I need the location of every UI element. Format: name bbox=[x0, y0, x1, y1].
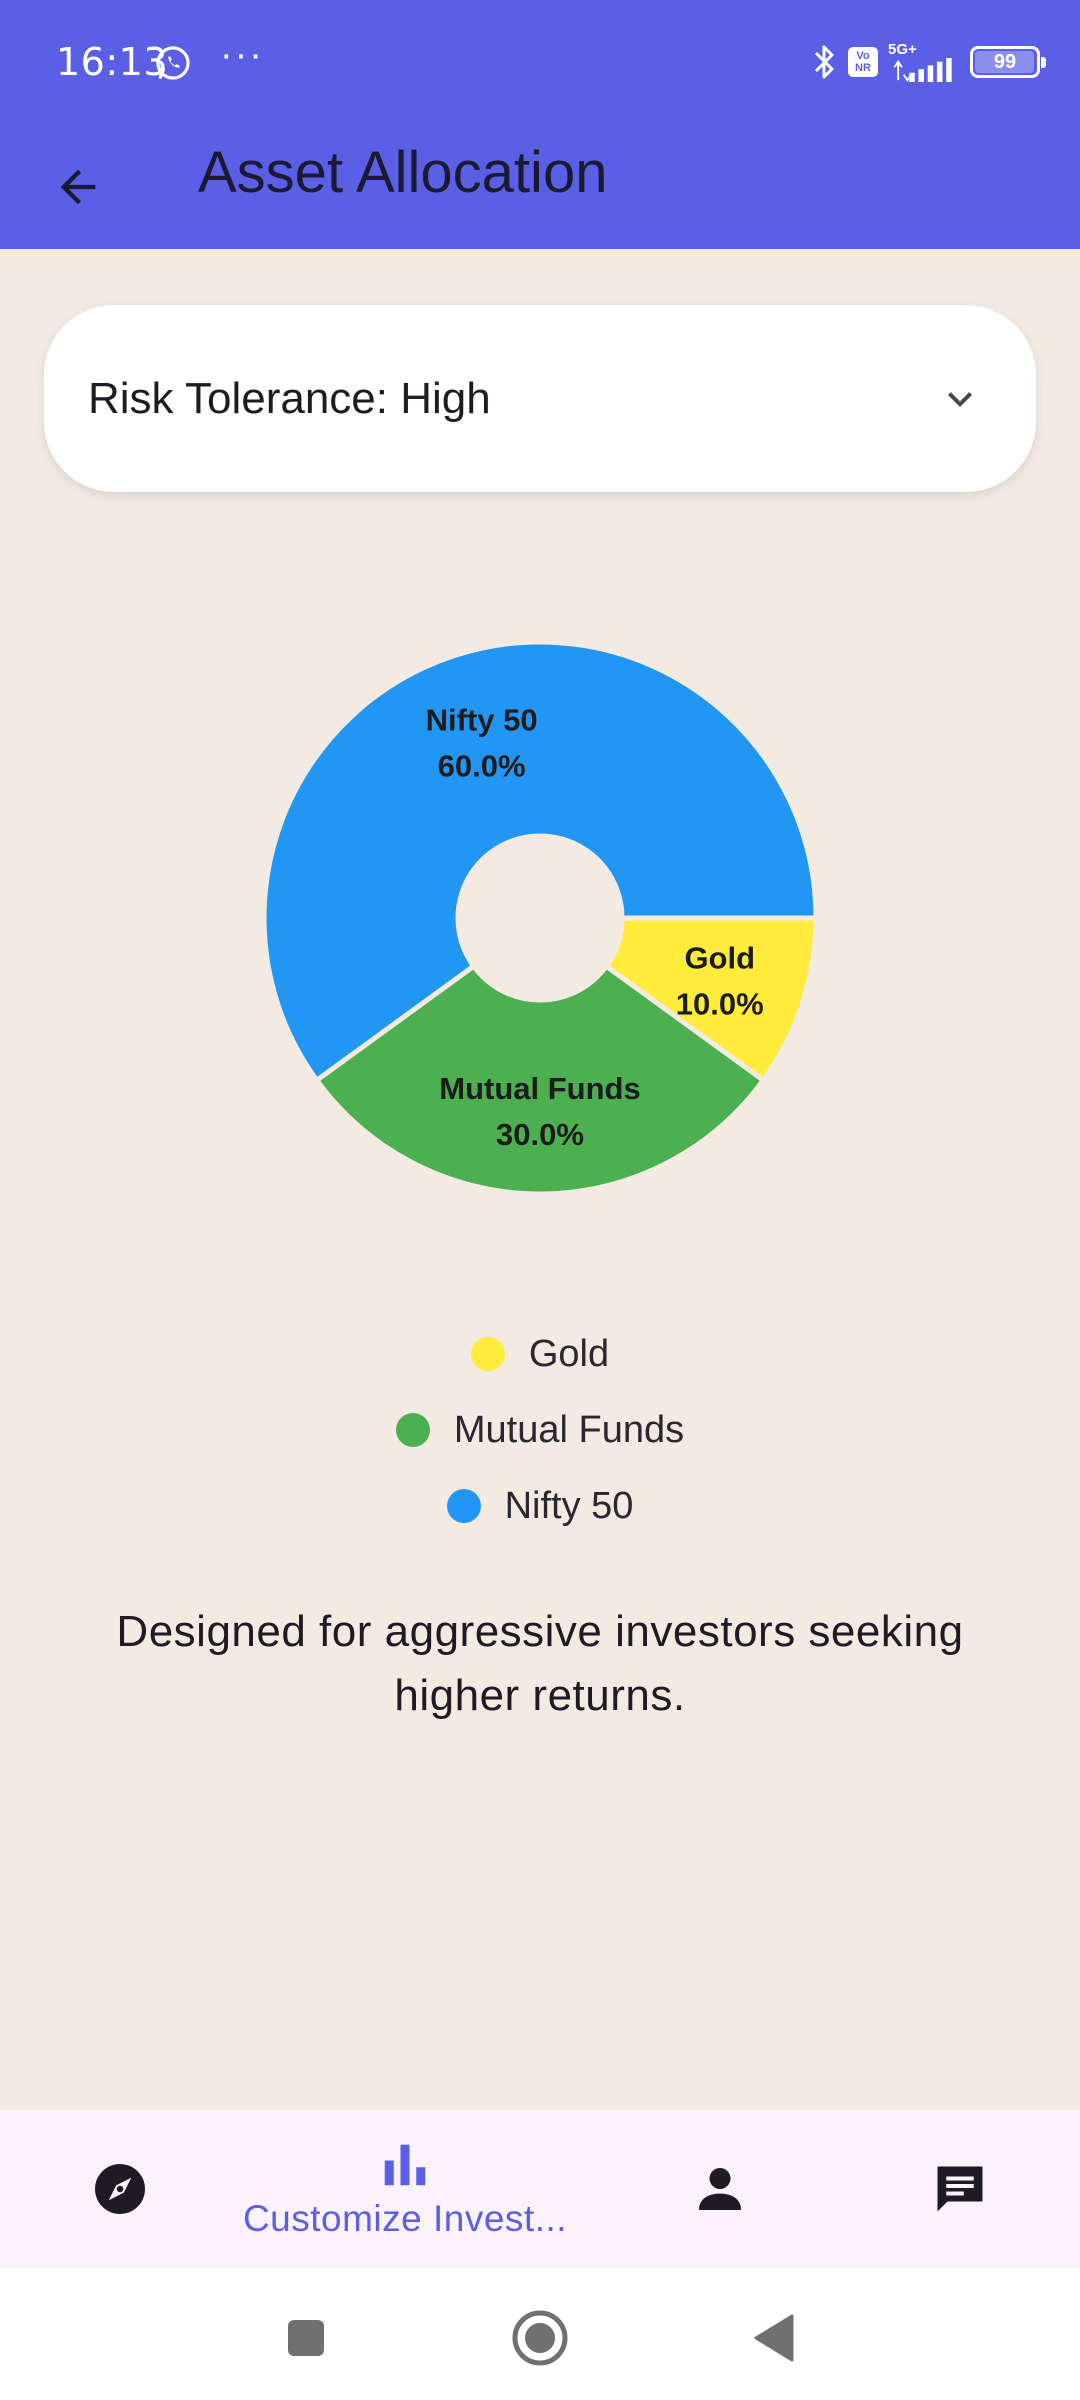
whatsapp-icon bbox=[156, 46, 190, 80]
status-icons: Vo NR 5G+ 99 bbox=[812, 42, 1046, 82]
system-navigation-bar bbox=[0, 2268, 1080, 2400]
slice-value-label: 30.0% bbox=[496, 1117, 584, 1152]
donut-chart-svg: Gold 10.0% Mutual Funds 30.0% Nifty 50 60.0% bbox=[261, 639, 819, 1197]
legend-label: Mutual Funds bbox=[453, 1408, 685, 1451]
page-title: Asset Allocation bbox=[198, 140, 608, 205]
recents-button[interactable] bbox=[276, 2308, 336, 2368]
arrow-back-icon bbox=[60, 169, 96, 205]
legend-label: Nifty 50 bbox=[504, 1484, 634, 1527]
legend-item-nifty-50: Nifty 50 bbox=[446, 1477, 634, 1535]
allocation-donut-chart: Gold 10.0% Mutual Funds 30.0% Nifty 50 60.0% bbox=[0, 620, 1080, 1220]
slice-name-label: Nifty 50 bbox=[426, 702, 538, 737]
legend-dot-gold bbox=[470, 1337, 505, 1371]
legend-item-mutual-funds: Mutual Funds bbox=[395, 1401, 685, 1459]
risk-tolerance-dropdown[interactable]: Risk Tolerance: High bbox=[44, 305, 1036, 492]
header: 16:13 ··· Vo NR 5G+ bbox=[0, 0, 1080, 249]
chevron-down-icon bbox=[948, 392, 972, 407]
risk-tolerance-label: Risk Tolerance: High bbox=[88, 374, 491, 423]
battery-level: 99 bbox=[993, 50, 1017, 73]
chart-legend: Gold Mutual Funds Nifty 50 bbox=[0, 1325, 1080, 1535]
nav-profile[interactable] bbox=[660, 2110, 780, 2268]
slice-name-label: Gold bbox=[684, 940, 755, 975]
bar-chart-icon bbox=[384, 2144, 426, 2186]
home-circle-icon bbox=[512, 2310, 568, 2366]
nav-discover[interactable] bbox=[60, 2110, 180, 2268]
app-bar: Asset Allocation bbox=[0, 125, 1080, 249]
legend-label: Gold bbox=[528, 1332, 610, 1375]
signal-icon: 5G+ bbox=[888, 42, 960, 82]
legend-dot-mutual-funds bbox=[395, 1413, 430, 1447]
back-button[interactable] bbox=[40, 149, 116, 225]
nav-chat[interactable] bbox=[900, 2110, 1020, 2268]
slice-gold bbox=[602, 915, 819, 1084]
slice-mutual-funds bbox=[313, 962, 767, 1197]
recents-square-icon bbox=[288, 2320, 324, 2356]
nav-customize-invest-label: Customize Invest... bbox=[242, 2198, 568, 2239]
legend-dot-nifty-50 bbox=[446, 1489, 481, 1523]
more-notifications-icon: ··· bbox=[220, 34, 264, 76]
battery-icon: 99 bbox=[970, 46, 1046, 78]
bottom-navigation: Customize Invest... bbox=[0, 2110, 1080, 2268]
legend-item-gold: Gold bbox=[470, 1325, 610, 1383]
home-button[interactable] bbox=[510, 2308, 570, 2368]
slice-value-label: 60.0% bbox=[438, 748, 526, 783]
slice-name-label: Mutual Funds bbox=[439, 1071, 640, 1106]
back-triangle-icon bbox=[754, 2314, 794, 2362]
battery-fill bbox=[975, 51, 1035, 73]
person-icon bbox=[699, 2168, 741, 2210]
chat-icon bbox=[937, 2166, 983, 2212]
slice-nifty-50 bbox=[261, 639, 819, 1084]
allocation-description: Designed for aggressive investors seekin… bbox=[116, 1607, 964, 1720]
nav-customize-invest[interactable]: Customize Invest... bbox=[210, 2110, 600, 2268]
status-time: 16:13 bbox=[56, 40, 169, 84]
system-back-button[interactable] bbox=[744, 2308, 804, 2368]
compass-icon bbox=[95, 2164, 145, 2214]
slice-value-label: 10.0% bbox=[676, 986, 764, 1021]
bluetooth-icon bbox=[812, 42, 838, 82]
status-bar: 16:13 ··· Vo NR 5G+ bbox=[0, 0, 1080, 125]
volte-badge: Vo NR bbox=[848, 47, 878, 77]
